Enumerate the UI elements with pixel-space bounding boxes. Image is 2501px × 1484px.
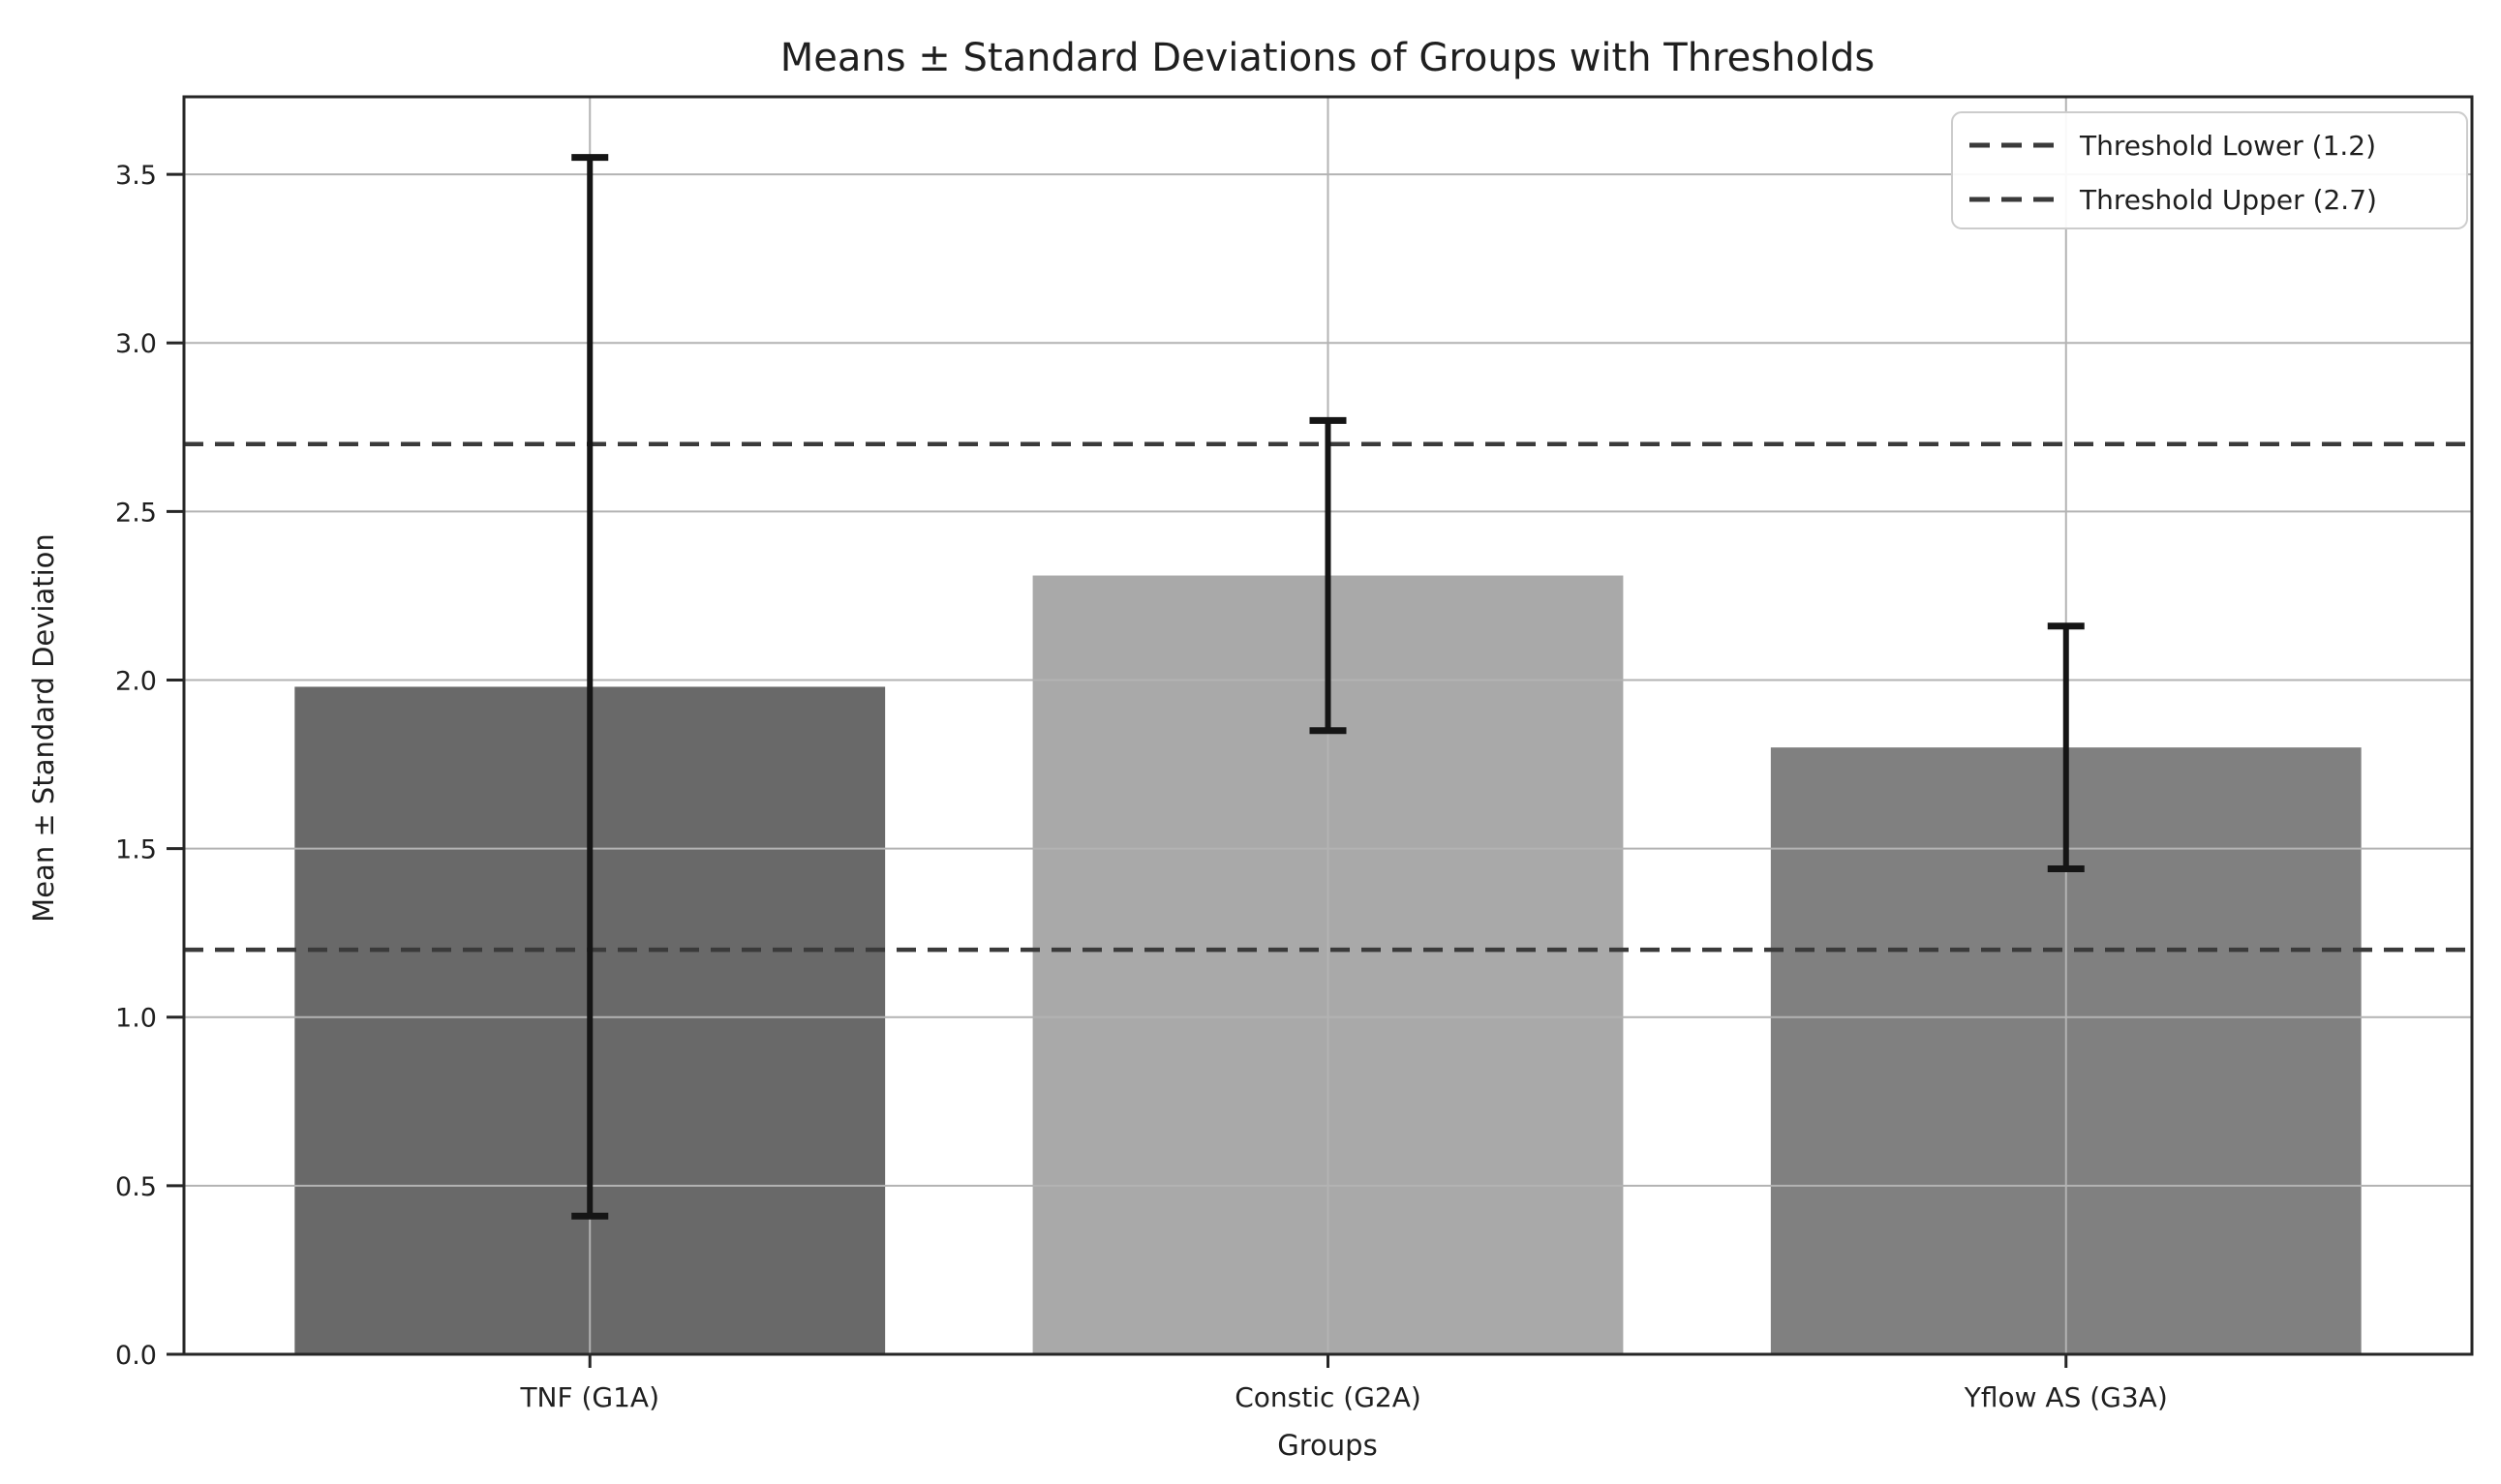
y-tick-label: 0.0 [115, 1341, 157, 1371]
x-tick-label: Constic (G2A) [1235, 1381, 1421, 1413]
axes-layer: 0.0 0.5 1.0 1.5 2.0 2.5 3.0 3.5 TNF (G1A) Constic… [115, 95, 2474, 1413]
x-tick-label: Yflow AS (G3A) [1964, 1381, 2168, 1413]
plot-area: 0.0 0.5 1.0 1.5 2.0 2.5 3.0 3.5 TNF (G1A) Constic… [115, 95, 2474, 1413]
threshold-lines-layer [184, 441, 2472, 953]
legend-entry-threshold-lower: Threshold Lower (1.2) [2079, 130, 2376, 162]
legend-entry-threshold-upper: Threshold Upper (2.7) [2079, 184, 2377, 216]
error-bars-layer [571, 154, 2085, 1220]
x-tick-label: TNF (G1A) [519, 1381, 659, 1413]
y-axis-label: Mean ± Standard Deviation [27, 533, 60, 923]
legend: Threshold Lower (1.2) Threshold Upper (2… [1951, 111, 2468, 229]
y-tick-label: 1.0 [115, 1004, 157, 1034]
y-tick-label: 0.5 [115, 1172, 157, 1202]
x-axis-label: Groups [1277, 1429, 1377, 1462]
y-tick-label: 2.5 [115, 498, 157, 528]
y-tick-label: 2.0 [115, 666, 157, 696]
chart-title: Means ± Standard Deviations of Groups wi… [780, 36, 1876, 80]
y-tick-label: 1.5 [115, 835, 157, 865]
y-tick-label: 3.0 [115, 329, 157, 359]
legend-box [1951, 111, 2468, 229]
y-tick-label: 3.5 [115, 161, 157, 191]
